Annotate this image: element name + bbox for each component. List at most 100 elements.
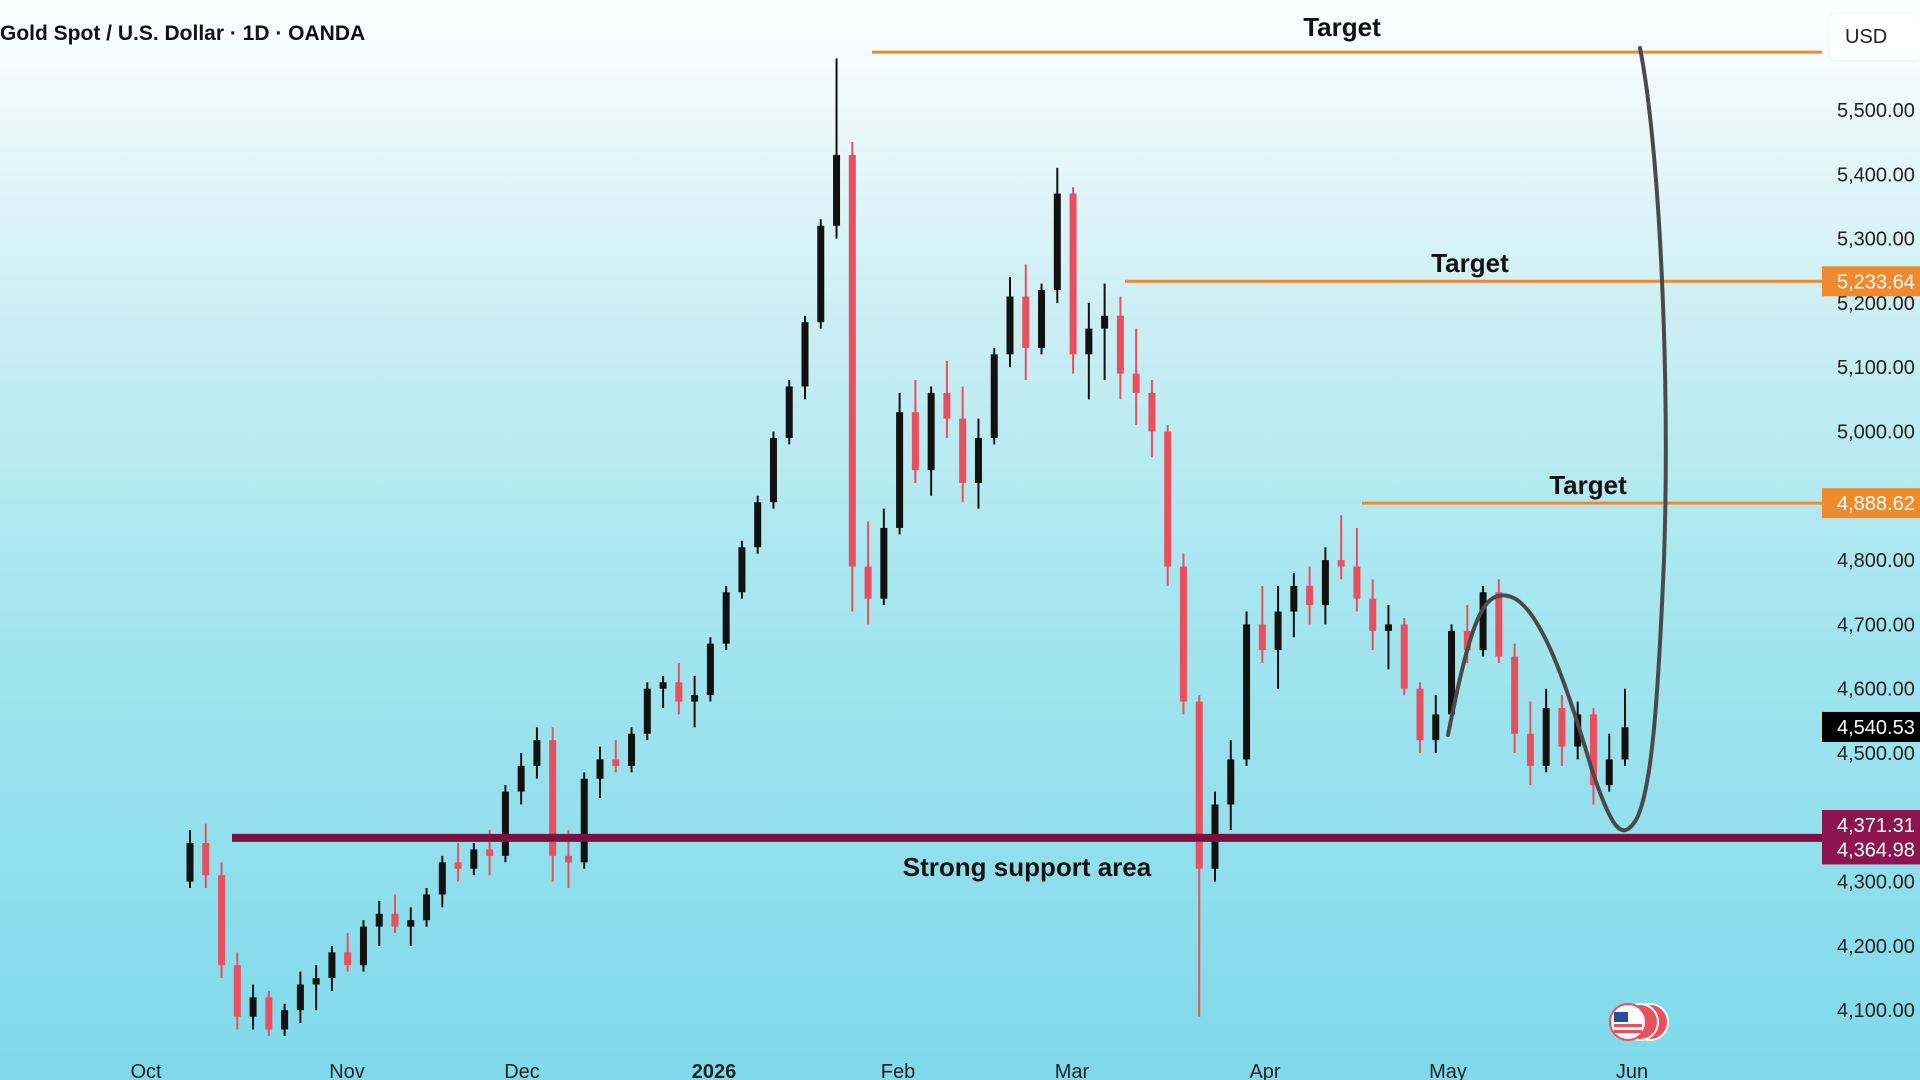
candle [1495,579,1503,663]
price-label-support-bottom[interactable]: 4,364.98 [1822,834,1920,865]
candle [801,315,809,400]
y-tick-label: 5,500.00 [1837,100,1915,122]
candle [265,990,273,1036]
candle-body [249,997,257,1017]
price-label-text: 5,233.64 [1837,271,1915,293]
y-tick-label: 5,400.00 [1837,164,1915,186]
candle-body [1164,431,1172,567]
candle-body [344,952,352,966]
candle [1605,733,1613,792]
candle [1053,167,1061,303]
price-label-target-2[interactable]: 4,888.62 [1822,488,1920,519]
candle [1290,572,1298,638]
price-label-text: 4,540.53 [1837,717,1915,739]
candle-body [218,875,226,966]
candle-body [1053,193,1061,291]
support-line[interactable] [232,833,1822,842]
candle [1384,605,1392,670]
candle [1542,688,1550,773]
candle [312,965,320,1011]
candle-body [1227,759,1235,805]
candle [1526,701,1534,786]
candle [438,855,446,908]
candle-body [1006,296,1014,355]
us-flag-icon[interactable] [1604,1002,1670,1042]
candle [1116,296,1124,400]
target-label-low: Target [1549,470,1627,500]
candle-body [1526,733,1534,766]
candle-body [312,978,320,985]
price-label-text: 4,371.31 [1837,815,1915,837]
candle [1574,701,1582,760]
price-label-last[interactable]: 4,540.53 [1822,711,1920,742]
candle [1621,688,1629,766]
candle-body [1369,598,1377,631]
support-label: Strong support area [903,852,1152,882]
candle-body [549,740,557,856]
candle [1306,566,1314,625]
price-label-target-1[interactable]: 5,233.64 [1822,266,1920,297]
x-tick-label: Jun [1616,1061,1648,1080]
y-tick-label: 5,300.00 [1837,229,1915,251]
candle [722,585,730,651]
candle [706,637,714,702]
candle-body [391,913,399,927]
candle [328,945,336,991]
candle [959,386,967,503]
y-tick-label: 4,300.00 [1837,872,1915,894]
candle [344,933,352,972]
candle [1448,624,1456,721]
candle [911,380,919,483]
y-tick-label: 5,100.00 [1837,357,1915,379]
x-axis: Oct Nov Dec 2026 Feb Mar Apr May Jun [130,1061,1648,1080]
candle-body [407,920,415,927]
candle [1085,302,1093,400]
candle [1101,283,1109,381]
candle-body [754,502,762,548]
price-label-text: 4,888.62 [1837,493,1915,515]
candle [833,58,841,239]
candle [517,753,525,805]
candle-body [1400,624,1408,689]
candle [628,727,636,773]
candle [1321,547,1329,625]
candle-body [1258,624,1266,651]
candle-body [1306,585,1314,606]
candle-body [1432,714,1440,741]
candle-body [738,547,746,593]
candle-body [722,592,730,644]
candle-body [990,354,998,438]
price-labels: 5,233.64 4,888.62 4,540.53 4,371.314,364.98 [1822,266,1920,865]
annotation-lines: Target Target Target Strong support area [232,12,1822,882]
candle-body [896,412,904,528]
candle-body [486,849,494,856]
candle [927,386,935,496]
x-tick-label: Nov [329,1061,365,1080]
candle-body [265,997,273,1030]
candle-body [1511,656,1519,734]
y-tick-label: 5,000.00 [1837,422,1915,444]
candle-body [501,791,509,856]
candle-body [675,682,683,702]
x-tick-label: Mar [1055,1061,1090,1080]
candle-body [801,322,809,387]
candle-body [1022,296,1030,348]
candle [785,380,793,445]
x-tick-label: Apr [1249,1061,1280,1080]
candle [1432,695,1440,753]
candle-body [359,926,367,966]
candle-body [454,862,462,869]
projection-curve [1446,46,1668,833]
price-label-bg [1822,711,1920,742]
candle-body [1148,392,1156,432]
candle-body [848,155,856,567]
candle [1479,585,1487,657]
candles-layer [186,58,1629,1036]
currency-selector[interactable]: USD [1830,14,1920,60]
candle [1416,682,1424,753]
candle [1558,695,1566,766]
y-tick-label: 5,200.00 [1837,293,1915,315]
candle [375,900,383,946]
